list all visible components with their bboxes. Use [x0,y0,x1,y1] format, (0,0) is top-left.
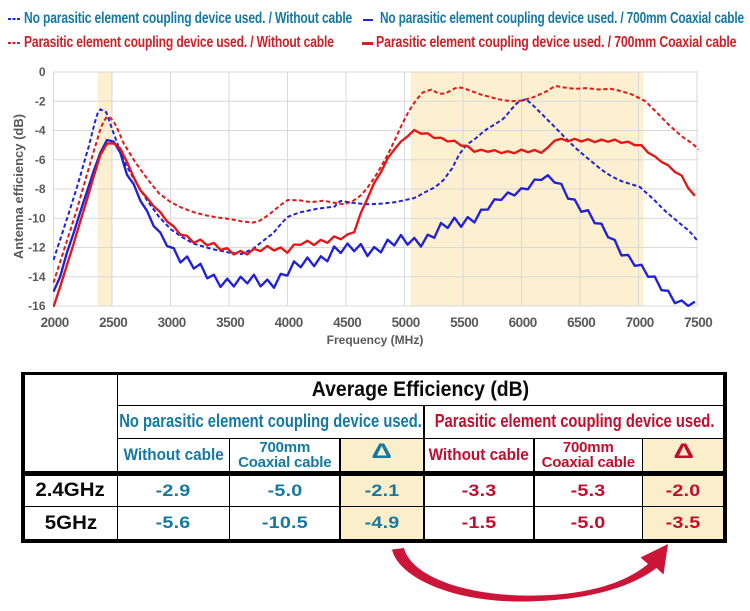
svg-text:-6: -6 [35,153,46,167]
svg-text:6500: 6500 [567,315,595,330]
svg-text:4500: 4500 [333,315,361,330]
svg-text:Frequency (MHz): Frequency (MHz) [327,333,424,347]
svg-text:-4: -4 [35,124,46,138]
svg-text:-2: -2 [35,94,46,108]
svg-text:5500: 5500 [450,315,478,330]
svg-text:3000: 3000 [158,315,186,330]
svg-text:3500: 3500 [216,315,244,330]
svg-text:0: 0 [39,65,46,79]
svg-text:7000: 7000 [626,315,654,330]
svg-text:4000: 4000 [275,315,303,330]
svg-text:-16: -16 [28,299,46,313]
svg-text:-12: -12 [28,241,46,255]
svg-text:6000: 6000 [509,315,537,330]
svg-text:Antenna efficiency (dB): Antenna efficiency (dB) [11,114,26,259]
svg-text:7500: 7500 [684,315,712,330]
svg-text:2500: 2500 [99,315,127,330]
svg-text:-8: -8 [35,182,46,196]
svg-text:-10: -10 [28,211,46,225]
svg-text:2000: 2000 [41,315,69,330]
svg-text:5000: 5000 [392,315,420,330]
svg-text:-14: -14 [28,270,46,284]
